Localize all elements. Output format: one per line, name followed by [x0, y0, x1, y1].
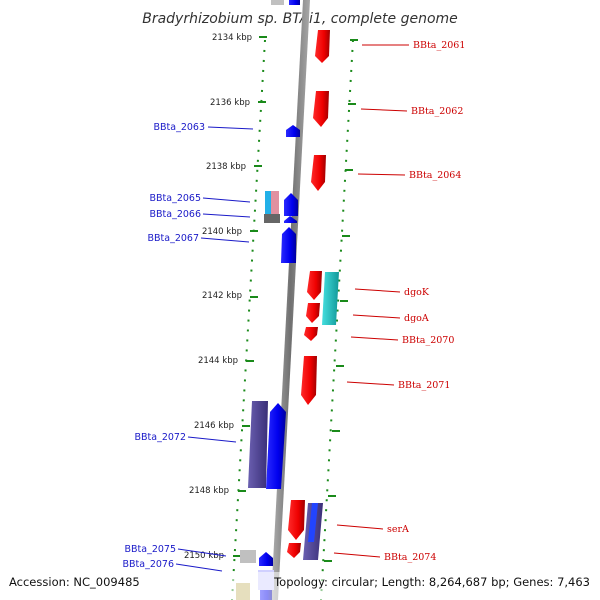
map-title: Bradyrhizobium sp. BTAi1, complete genom…	[142, 11, 458, 27]
gene-feature-partial[interactable]	[289, 0, 300, 5]
gene-BBta_2066-small[interactable]	[284, 216, 297, 223]
reverse-gene-labels: BBta_2063 BBta_2065 BBta_2066 BBta_2067 …	[122, 122, 205, 570]
gene-label[interactable]: BBta_2075	[124, 544, 176, 555]
gene-label[interactable]: BBta_2063	[153, 122, 205, 133]
gene-BBta_2070[interactable]	[304, 327, 318, 341]
gene-label[interactable]: BBta_2070	[402, 335, 454, 346]
gene-label[interactable]: BBta_2066	[149, 209, 201, 220]
gene-BBta_2067[interactable]	[281, 227, 296, 263]
tick-label: 2148 kbp	[189, 486, 229, 496]
right-track-ticks	[324, 39, 358, 562]
tick-label: 2144 kbp	[198, 356, 238, 366]
tick-label: 2134 kbp	[212, 33, 252, 43]
gene-dgoA[interactable]	[306, 303, 320, 323]
gene-serA[interactable]	[288, 500, 305, 540]
left-leader-lines	[175, 126, 254, 572]
gene-BBta_2066[interactable]	[264, 214, 280, 223]
gene-label[interactable]: BBta_2072	[134, 432, 186, 443]
gene-label[interactable]: BBta_2074	[384, 552, 436, 563]
gene-BBta_2072[interactable]	[248, 401, 268, 488]
gene-BBta_2075[interactable]	[240, 550, 256, 563]
gene-dgoK[interactable]	[307, 271, 322, 300]
tick-label: 2150 kbp	[184, 551, 224, 561]
forward-strand-genes	[287, 30, 330, 558]
gene-BBta_2064[interactable]	[311, 155, 326, 191]
gene-BBta_2074[interactable]	[287, 543, 301, 558]
gene-label[interactable]: dgoK	[404, 287, 430, 298]
gene-label[interactable]: BBta_2065	[149, 193, 201, 204]
right-track-guide	[320, 39, 354, 600]
gene-label[interactable]: BBta_2061	[413, 40, 465, 51]
gene-label[interactable]: serA	[387, 524, 409, 535]
reverse-strand-genes	[236, 125, 300, 600]
gene-label[interactable]: BBta_2064	[409, 170, 461, 181]
gene-label[interactable]: BBta_2076	[122, 559, 174, 570]
tick-label: 2140 kbp	[202, 227, 242, 237]
gene-label[interactable]: dgoA	[404, 313, 429, 324]
tick-label: 2138 kbp	[206, 162, 246, 172]
footer-backdrop	[0, 572, 600, 600]
tick-label: 2146 kbp	[194, 421, 234, 431]
tick-label: 2136 kbp	[210, 98, 250, 108]
left-track-guide	[231, 39, 266, 600]
gene-BBta_2072-arrow[interactable]	[266, 403, 286, 489]
gene-BBta_2065[interactable]	[265, 191, 271, 214]
gene-BBta_2061[interactable]	[315, 30, 330, 63]
cyan-feature[interactable]	[322, 272, 339, 325]
tick-label: 2142 kbp	[202, 291, 242, 301]
axis-ticks: 2134 kbp 2136 kbp 2138 kbp 2140 kbp 2142…	[184, 33, 267, 561]
accession-text: Accession: NC_009485	[9, 575, 140, 589]
gene-label[interactable]: BBta_2062	[411, 106, 463, 117]
gene-label[interactable]: BBta_2067	[147, 233, 199, 244]
gene-feature-partial[interactable]	[271, 0, 284, 5]
gene-BBta_2065-part[interactable]	[271, 191, 279, 214]
right-leader-lines	[333, 44, 409, 558]
gene-BBta_2075-arrow[interactable]	[259, 552, 273, 566]
genome-summary-text: Topology: circular; Length: 8,264,687 bp…	[273, 575, 590, 589]
gene-label[interactable]: BBta_2071	[398, 380, 450, 391]
gene-BBta_2066-arrow[interactable]	[284, 193, 298, 216]
gene-BBta_2063[interactable]	[286, 125, 300, 137]
blue-feature-inset[interactable]	[308, 503, 318, 542]
gene-BBta_2062[interactable]	[313, 91, 329, 127]
gene-BBta_2071[interactable]	[301, 356, 317, 405]
forward-gene-labels: BBta_2061 BBta_2062 BBta_2064 dgoK dgoA …	[384, 40, 465, 563]
